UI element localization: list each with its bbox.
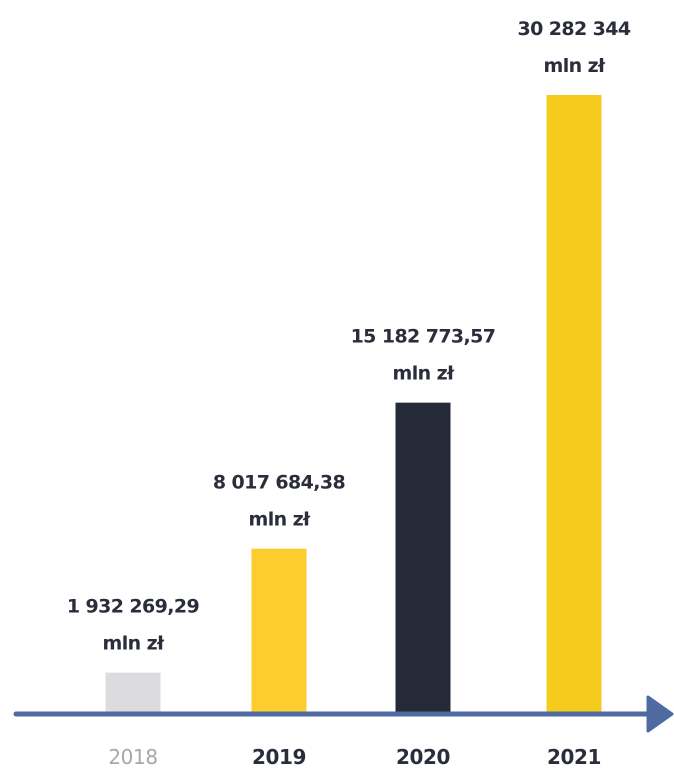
x-axis-arrow-icon xyxy=(646,695,674,733)
bar-2018 xyxy=(105,672,161,712)
bar-2021 xyxy=(546,95,602,712)
x-axis xyxy=(13,695,674,733)
data-label-value-2020: 15 182 773,57 xyxy=(351,326,496,348)
category-labels-group: 2018 2019 2020 2021 xyxy=(108,745,601,769)
bar-2020 xyxy=(395,402,451,712)
data-label-unit-2021: mln zł xyxy=(544,55,607,77)
x-tick-label-2018: 2018 xyxy=(108,745,157,769)
value-labels-group: 1 932 269,29 mln zł 8 017 684,38 mln zł 15 1… xyxy=(67,18,632,655)
data-label-value-2021: 30 282 344 xyxy=(518,18,631,40)
data-label-value-2018: 1 932 269,29 xyxy=(67,596,199,618)
data-label-unit-2018: mln zł xyxy=(103,633,166,655)
bar-2019 xyxy=(251,548,307,712)
data-label-unit-2020: mln zł xyxy=(393,363,456,385)
data-label-unit-2019: mln zł xyxy=(249,509,312,531)
data-label-value-2019: 8 017 684,38 xyxy=(213,472,346,494)
bars-group xyxy=(105,95,602,712)
x-tick-label-2020: 2020 xyxy=(396,745,450,769)
x-tick-label-2021: 2021 xyxy=(547,745,601,769)
x-tick-label-2019: 2019 xyxy=(252,745,306,769)
